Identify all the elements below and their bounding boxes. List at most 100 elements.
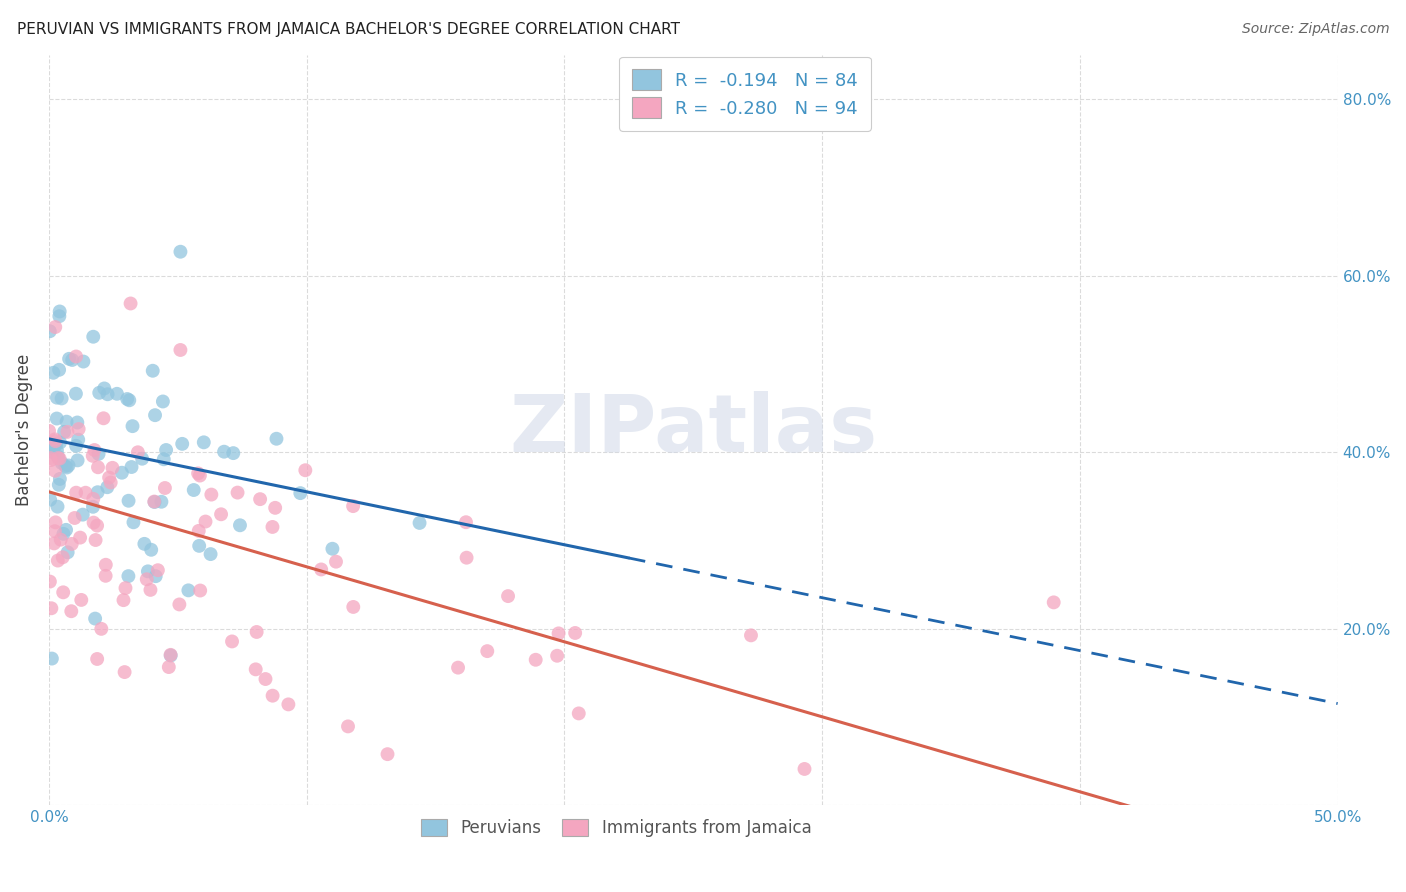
Point: [65, 386, 87, 401]
Point: [49, 435, 72, 450]
Point: [134, 537, 156, 551]
Point: [337, 719, 360, 733]
Point: [114, 665, 136, 679]
Point: [46, 553, 69, 567]
Point: [117, 569, 139, 583]
Point: [321, 541, 343, 556]
Point: [152, 452, 174, 467]
Point: [58, 458, 80, 473]
Point: [94, 569, 117, 583]
Point: [249, 492, 271, 507]
Point: [44, 524, 66, 538]
Point: [84, 533, 107, 547]
Point: [246, 625, 269, 640]
Point: [87, 447, 110, 461]
Point: [42, 366, 65, 380]
Point: [65, 439, 87, 453]
Point: [55, 523, 77, 537]
Point: [55, 460, 77, 475]
Point: [42, 536, 65, 550]
Point: [100, 475, 122, 490]
Point: [44, 516, 66, 530]
Point: [63, 511, 86, 525]
Point: [82, 449, 104, 463]
Point: [172, 437, 194, 451]
Point: [152, 394, 174, 409]
Point: [568, 706, 591, 721]
Point: [46, 443, 69, 458]
Point: [121, 419, 143, 434]
Point: [120, 296, 142, 310]
Point: [56, 545, 79, 559]
Point: [42, 441, 65, 455]
Point: [136, 565, 159, 579]
Point: [105, 386, 128, 401]
Point: [169, 244, 191, 259]
Point: [86, 518, 108, 533]
Point: [52, 550, 75, 565]
Point: [524, 653, 547, 667]
Point: [290, 486, 312, 500]
Point: [75, 485, 97, 500]
Point: [200, 547, 222, 561]
Point: [117, 493, 139, 508]
Point: [454, 515, 477, 529]
Point: [45, 411, 67, 425]
Point: [342, 599, 364, 614]
Point: [121, 460, 143, 475]
Point: [146, 563, 169, 577]
Point: [97, 387, 120, 401]
Point: [188, 539, 211, 553]
Point: [41, 445, 63, 459]
Point: [564, 626, 586, 640]
Point: [44, 320, 66, 334]
Point: [93, 381, 115, 395]
Point: [96, 480, 118, 494]
Point: [101, 460, 124, 475]
Point: [44, 464, 66, 478]
Point: [65, 485, 87, 500]
Point: [46, 500, 69, 514]
Point: [52, 526, 75, 541]
Text: PERUVIAN VS IMMIGRANTS FROM JAMAICA BACHELOR'S DEGREE CORRELATION CHART: PERUVIAN VS IMMIGRANTS FROM JAMAICA BACH…: [17, 22, 681, 37]
Point: [65, 350, 87, 364]
Text: Source: ZipAtlas.com: Source: ZipAtlas.com: [1241, 22, 1389, 37]
Point: [56, 425, 79, 439]
Point: [408, 516, 430, 530]
Point: [90, 622, 112, 636]
Point: [118, 393, 141, 408]
Point: [547, 626, 569, 640]
Point: [82, 500, 104, 514]
Point: [51, 456, 73, 470]
Legend: Peruvians, Immigrants from Jamaica: Peruvians, Immigrants from Jamaica: [412, 811, 820, 846]
Point: [222, 446, 245, 460]
Point: [39, 451, 62, 466]
Point: [111, 466, 134, 480]
Point: [309, 562, 332, 576]
Point: [58, 351, 80, 366]
Point: [169, 343, 191, 357]
Point: [46, 450, 69, 464]
Point: [112, 593, 135, 607]
Point: [187, 467, 209, 481]
Point: [38, 441, 60, 455]
Point: [212, 444, 235, 458]
Point: [66, 416, 89, 430]
Point: [45, 437, 67, 451]
Point: [84, 611, 107, 625]
Point: [48, 304, 70, 318]
Point: [447, 660, 470, 674]
Point: [155, 442, 177, 457]
Point: [38, 574, 60, 589]
Point: [46, 450, 69, 465]
Point: [793, 762, 815, 776]
Point: [48, 478, 70, 492]
Point: [177, 583, 200, 598]
Point: [38, 324, 60, 338]
Point: [39, 453, 62, 467]
Point: [209, 508, 232, 522]
Point: [87, 460, 110, 475]
Point: [342, 499, 364, 513]
Point: [94, 558, 117, 572]
Point: [135, 572, 157, 586]
